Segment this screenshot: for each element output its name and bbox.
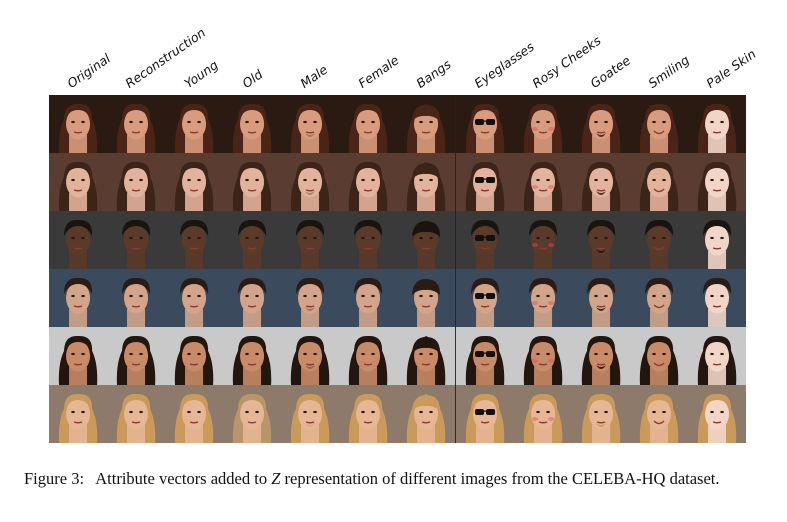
face-image [397, 95, 456, 153]
face-image [49, 211, 108, 269]
column-label-male: Male [297, 61, 330, 91]
face-image [281, 385, 340, 443]
face-image [223, 385, 282, 443]
face-image [49, 327, 108, 385]
column-label-goatee: Goatee [587, 52, 634, 91]
figure-caption: Figure 3: Attribute vectors added to Z r… [24, 469, 764, 489]
face-image [513, 153, 572, 211]
column-label-smiling: Smiling [645, 52, 693, 91]
face-image [339, 153, 398, 211]
face-image [687, 385, 746, 443]
face-image [107, 327, 166, 385]
face-image [513, 385, 572, 443]
face-image [513, 95, 572, 153]
face-image [165, 211, 224, 269]
face-image [629, 95, 688, 153]
face-image [281, 95, 340, 153]
face-image [165, 385, 224, 443]
face-image [571, 327, 630, 385]
face-image [49, 385, 108, 443]
face-image [571, 153, 630, 211]
face-image [629, 327, 688, 385]
face-image [397, 269, 456, 327]
column-label-original: Original [64, 50, 114, 91]
face-image [281, 153, 340, 211]
face-image [397, 327, 456, 385]
face-image [107, 95, 166, 153]
face-image [629, 211, 688, 269]
face-image [281, 269, 340, 327]
face-image [223, 269, 282, 327]
face-image [107, 385, 166, 443]
face-image [223, 211, 282, 269]
face-image [339, 95, 398, 153]
face-image [455, 211, 514, 269]
face-image [629, 385, 688, 443]
face-image [571, 95, 630, 153]
face-image [397, 385, 456, 443]
face-image [49, 269, 108, 327]
face-image [339, 269, 398, 327]
face-image [165, 269, 224, 327]
face-image [687, 327, 746, 385]
face-image [165, 327, 224, 385]
caption-number: Figure 3: [24, 469, 85, 488]
face-image [455, 385, 514, 443]
column-label-young: Young [180, 57, 221, 91]
column-label-bangs: Bangs [413, 56, 454, 91]
column-label-old: Old [239, 66, 266, 91]
face-image [455, 269, 514, 327]
face-image [281, 211, 340, 269]
face-image [49, 95, 108, 153]
face-image [397, 153, 456, 211]
column-label-female: Female [355, 52, 402, 91]
face-image [281, 327, 340, 385]
face-image [223, 327, 282, 385]
face-image [339, 327, 398, 385]
face-image [687, 211, 746, 269]
caption-text-before: Attribute vectors added to [95, 469, 268, 488]
face-image [513, 269, 572, 327]
face-image [687, 153, 746, 211]
face-image [107, 211, 166, 269]
face-image [513, 211, 572, 269]
face-image [165, 153, 224, 211]
face-image [455, 327, 514, 385]
face-image [513, 327, 572, 385]
face-image [571, 211, 630, 269]
face-image [165, 95, 224, 153]
face-image [397, 211, 456, 269]
face-image [629, 269, 688, 327]
face-image [223, 95, 282, 153]
face-image [49, 153, 108, 211]
image-grid [49, 95, 746, 443]
face-image [455, 153, 514, 211]
column-label-eyeglasses: Eyeglasses [471, 38, 537, 91]
face-image [107, 153, 166, 211]
column-label-pale-skin: Pale Skin [703, 46, 759, 91]
face-image [571, 269, 630, 327]
face-image [339, 385, 398, 443]
face-image [687, 269, 746, 327]
face-image [571, 385, 630, 443]
caption-symbol: Z [271, 469, 281, 488]
face-image [455, 95, 514, 153]
face-image [107, 269, 166, 327]
face-image [687, 95, 746, 153]
face-image [223, 153, 282, 211]
face-image [629, 153, 688, 211]
face-image [339, 211, 398, 269]
caption-text-after: representation of different images from … [284, 469, 720, 488]
